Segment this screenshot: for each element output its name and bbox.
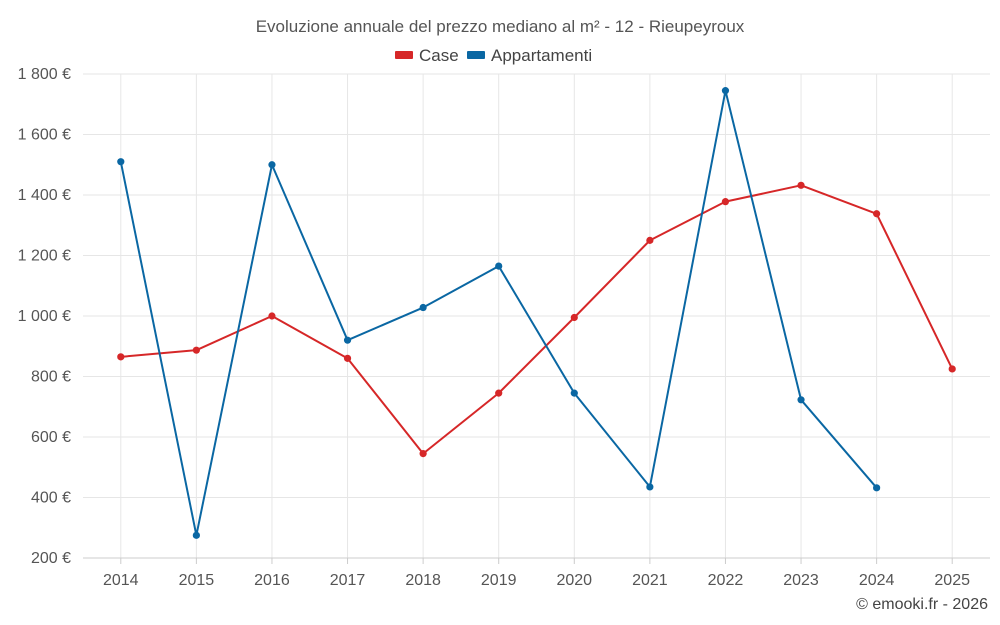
data-point-appartamenti[interactable] bbox=[192, 531, 200, 539]
data-point-appartamenti[interactable] bbox=[419, 303, 427, 312]
x-tick-label: 2017 bbox=[330, 572, 366, 589]
chart-title: Evoluzione annuale del prezzo mediano al… bbox=[256, 17, 745, 36]
y-tick-label: 1 400 € bbox=[18, 187, 71, 204]
y-tick-label: 800 € bbox=[31, 369, 71, 386]
data-point-case[interactable] bbox=[192, 346, 200, 354]
data-point-case[interactable] bbox=[873, 210, 881, 218]
series-layer bbox=[117, 87, 956, 539]
legend-label-appartamenti: Appartamenti bbox=[491, 46, 592, 65]
data-point-case[interactable] bbox=[646, 236, 654, 244]
data-point-appartamenti[interactable] bbox=[646, 483, 654, 491]
x-axis: 2014 2015 2016 2017 2018 2019 2020 2021 2022 2023… bbox=[103, 558, 970, 589]
y-tick-label: 200 € bbox=[31, 550, 71, 567]
legend-item-case[interactable]: Case bbox=[395, 46, 459, 65]
series-line-case bbox=[120, 184, 954, 455]
series-appartamenti bbox=[117, 87, 881, 539]
data-point-case[interactable] bbox=[419, 450, 427, 458]
legend-swatch-case bbox=[395, 51, 413, 59]
x-tick-label: 2025 bbox=[934, 572, 970, 589]
x-tick-label: 2018 bbox=[405, 572, 441, 589]
plot-area: 200 € 400 € 600 € 800 € 1 000 € 1 200 € 1 400 … bbox=[18, 66, 990, 589]
y-tick-label: 400 € bbox=[31, 490, 71, 507]
y-tick-label: 1 000 € bbox=[18, 308, 71, 325]
data-point-case[interactable] bbox=[117, 353, 125, 361]
data-point-appartamenti[interactable] bbox=[873, 484, 881, 492]
legend-item-appartamenti[interactable]: Appartamenti bbox=[467, 46, 592, 65]
credit-text: © emooki.fr - 2026 bbox=[856, 596, 988, 613]
y-tick-label: 1 800 € bbox=[18, 66, 71, 83]
data-point-case[interactable] bbox=[343, 354, 352, 362]
y-axis: 200 € 400 € 600 € 800 € 1 000 € 1 200 € 1 400 … bbox=[18, 66, 71, 567]
x-tick-label: 2024 bbox=[859, 572, 895, 589]
data-point-case[interactable] bbox=[948, 365, 956, 373]
data-point-appartamenti[interactable] bbox=[570, 389, 578, 397]
data-point-appartamenti[interactable] bbox=[495, 262, 503, 270]
y-tick-label: 1 600 € bbox=[18, 127, 71, 144]
data-point-appartamenti[interactable] bbox=[117, 158, 125, 166]
legend: Case Appartamenti bbox=[395, 46, 592, 65]
x-tick-label: 2021 bbox=[632, 572, 668, 589]
data-point-case[interactable] bbox=[268, 312, 276, 320]
legend-label-case: Case bbox=[419, 46, 459, 65]
x-tick-label: 2022 bbox=[708, 572, 744, 589]
data-point-appartamenti[interactable] bbox=[343, 336, 352, 344]
x-tick-label: 2015 bbox=[179, 572, 215, 589]
data-point-case[interactable] bbox=[721, 198, 730, 206]
legend-swatch-appartamenti bbox=[467, 51, 485, 59]
series-case bbox=[117, 181, 956, 458]
data-point-appartamenti[interactable] bbox=[797, 396, 805, 404]
x-tick-label: 2014 bbox=[103, 572, 139, 589]
data-point-appartamenti[interactable] bbox=[268, 161, 276, 169]
y-tick-label: 600 € bbox=[31, 429, 71, 446]
data-point-case[interactable] bbox=[797, 181, 805, 189]
x-tick-label: 2023 bbox=[783, 572, 819, 589]
x-tick-label: 2020 bbox=[556, 572, 592, 589]
y-tick-label: 1 200 € bbox=[18, 248, 71, 265]
x-tick-label: 2016 bbox=[254, 572, 290, 589]
data-point-case[interactable] bbox=[570, 313, 578, 322]
gridlines bbox=[83, 73, 990, 558]
data-point-appartamenti[interactable] bbox=[721, 87, 730, 95]
data-point-case[interactable] bbox=[495, 389, 503, 397]
x-tick-label: 2019 bbox=[481, 572, 517, 589]
